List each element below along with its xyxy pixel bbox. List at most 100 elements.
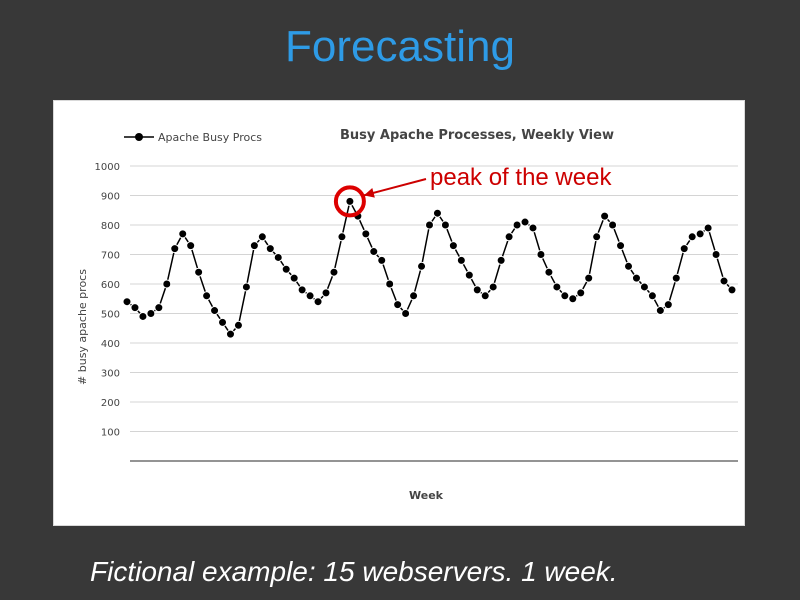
y-tick-labels: 100 200 300 400 500 600 700 800 900 1000	[95, 162, 120, 439]
gridlines	[130, 165, 738, 432]
data-point	[337, 232, 347, 242]
data-point	[329, 267, 339, 277]
data-point	[297, 285, 307, 295]
legend-swatch-marker	[135, 133, 143, 141]
data-point	[520, 217, 530, 227]
y-tick-label: 800	[101, 221, 120, 232]
data-point	[281, 264, 291, 274]
data-point	[218, 317, 228, 327]
data-point	[488, 282, 498, 292]
data-point	[401, 309, 411, 318]
y-tick-label: 700	[101, 251, 120, 262]
data-point	[448, 241, 458, 251]
data-point	[472, 285, 482, 295]
data-point	[393, 300, 403, 310]
peak-highlight-circle	[333, 185, 366, 218]
y-tick-label: 100	[101, 428, 120, 439]
slide-title: Forecasting	[285, 22, 515, 71]
data-point	[568, 294, 578, 304]
data-point	[385, 279, 395, 289]
data-point	[727, 285, 737, 295]
data-point	[440, 220, 450, 230]
data-point	[560, 291, 570, 301]
data-point	[464, 270, 474, 280]
data-point	[273, 252, 283, 262]
data-point	[584, 273, 594, 283]
data-point	[130, 303, 140, 313]
data-point	[647, 291, 657, 301]
data-point	[719, 276, 729, 286]
data-point	[600, 211, 610, 221]
chart-title: Busy Apache Processes, Weekly View	[340, 128, 614, 143]
slide-caption: Fictional example: 15 webservers. 1 week…	[90, 556, 618, 587]
y-tick-label: 600	[101, 280, 120, 291]
data-point	[186, 241, 196, 251]
peak-annotation: peak of the week	[333, 164, 612, 218]
data-point	[639, 282, 649, 292]
data-point	[536, 250, 546, 259]
data-point	[631, 273, 641, 283]
data-point	[361, 229, 371, 239]
data-point	[321, 288, 331, 298]
data-point	[210, 306, 220, 316]
data-point	[289, 273, 299, 283]
data-point	[695, 229, 705, 239]
data-point	[425, 220, 434, 230]
data-point	[162, 279, 172, 289]
data-point	[711, 250, 721, 259]
data-point	[671, 273, 681, 283]
data-point	[655, 306, 665, 316]
y-tick-label: 200	[101, 398, 120, 409]
data-point	[687, 232, 697, 242]
data-point	[122, 297, 132, 307]
y-tick-label: 400	[101, 339, 120, 350]
peak-annotation-text: peak of the week	[430, 164, 612, 191]
y-tick-label: 500	[101, 310, 120, 321]
data-point	[616, 241, 626, 251]
data-point	[305, 291, 315, 301]
data-point	[345, 196, 355, 206]
data-point	[241, 282, 251, 292]
data-point	[369, 247, 379, 257]
legend-label: Apache Busy Procs	[158, 131, 262, 144]
data-point	[225, 329, 235, 339]
data-point	[202, 291, 212, 301]
data-point	[544, 267, 554, 277]
data-point	[265, 244, 275, 254]
data-point	[313, 297, 323, 307]
data-point	[528, 223, 538, 233]
data-point	[257, 232, 267, 242]
data-point	[154, 303, 164, 313]
data-point	[624, 261, 634, 271]
data-point	[552, 282, 562, 292]
data-point	[178, 229, 188, 239]
data-point	[409, 291, 419, 301]
y-axis-label: # busy apache procs	[76, 269, 89, 385]
data-point	[703, 223, 713, 233]
legend: Apache Busy Procs	[124, 131, 262, 144]
line-chart: 100 200 300 400 500 600 700 800 900 1000 # busy a…	[76, 128, 738, 502]
y-tick-label: 900	[101, 192, 120, 203]
peak-arrow	[363, 178, 427, 197]
data-point	[480, 291, 490, 301]
y-tick-label: 300	[101, 369, 120, 380]
data-point	[576, 288, 586, 298]
data-point	[432, 208, 442, 218]
y-tick-label: 1000	[95, 162, 120, 173]
data-point	[377, 255, 387, 265]
data-point	[456, 255, 466, 265]
data-point	[138, 311, 148, 321]
chart-frame: 100 200 300 400 500 600 700 800 900 1000 # busy a…	[53, 100, 745, 526]
data-point	[504, 232, 514, 242]
x-axis-label: Week	[409, 489, 444, 502]
data-point	[496, 255, 506, 265]
peak-arrowhead	[363, 188, 375, 198]
series-apache-busy-procs	[122, 196, 737, 339]
data-point	[233, 320, 243, 330]
data-point	[663, 300, 673, 310]
data-point	[146, 309, 156, 318]
data-point	[592, 232, 602, 242]
data-point	[194, 267, 204, 277]
data-point	[608, 220, 618, 230]
data-point	[170, 244, 180, 254]
